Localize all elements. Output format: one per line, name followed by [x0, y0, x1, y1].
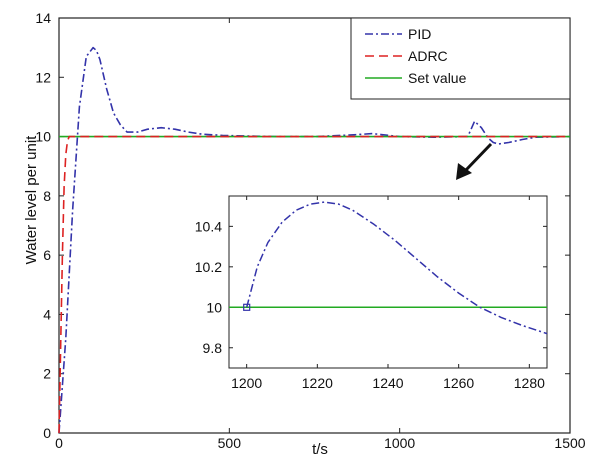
inset-y-tick-label: 10.2: [195, 259, 222, 275]
inset-y-tick-label: 9.8: [203, 340, 223, 356]
y-tick-label: 2: [43, 366, 51, 382]
legend: PID ADRC Set value: [350, 17, 571, 100]
legend-box: [350, 17, 571, 100]
inset-x-tick-label: 1220: [302, 375, 333, 391]
x-tick-label: 1000: [384, 435, 415, 451]
zoom-arrow: [456, 142, 493, 180]
inset-x-tick-label: 1200: [231, 375, 262, 391]
inset-x-tick-label: 1280: [514, 375, 545, 391]
inset-y-tick-label: 10: [206, 299, 222, 315]
inset-y-tick-label: 10.4: [195, 218, 222, 234]
x-tick-label: 500: [218, 435, 242, 451]
y-tick-label: 12: [35, 69, 51, 85]
x-axis-label: t/s: [312, 441, 328, 455]
series-line-adrc: [58, 135, 570, 434]
inset-start-marker: [243, 303, 251, 311]
inset-plot-area: [228, 195, 548, 369]
legend-label-pid: PID: [408, 26, 431, 42]
y-axis-label: Water level per unit: [23, 135, 40, 264]
x-tick-label: 1500: [554, 435, 585, 451]
y-tick-label: 8: [43, 188, 51, 204]
y-tick-label: 0: [43, 425, 51, 441]
y-tick-label: 10: [35, 129, 51, 145]
x-tick-label: 0: [55, 435, 63, 451]
inset-x-tick-label: 1240: [372, 375, 403, 391]
inset-series-line-pid: [245, 201, 548, 335]
legend-label-adrc: ADRC: [408, 48, 448, 64]
y-tick-label: 4: [43, 306, 51, 322]
inset-x-tick-label: 1260: [443, 375, 474, 391]
y-tick-label: 14: [35, 10, 51, 26]
y-tick-label: 6: [43, 247, 51, 263]
series-line-pid: [58, 46, 571, 434]
inset-chart: 1200 1220 1240 1260 1280 9.8 10 10.2 10.4: [195, 195, 548, 391]
legend-label-set-value: Set value: [408, 70, 467, 86]
